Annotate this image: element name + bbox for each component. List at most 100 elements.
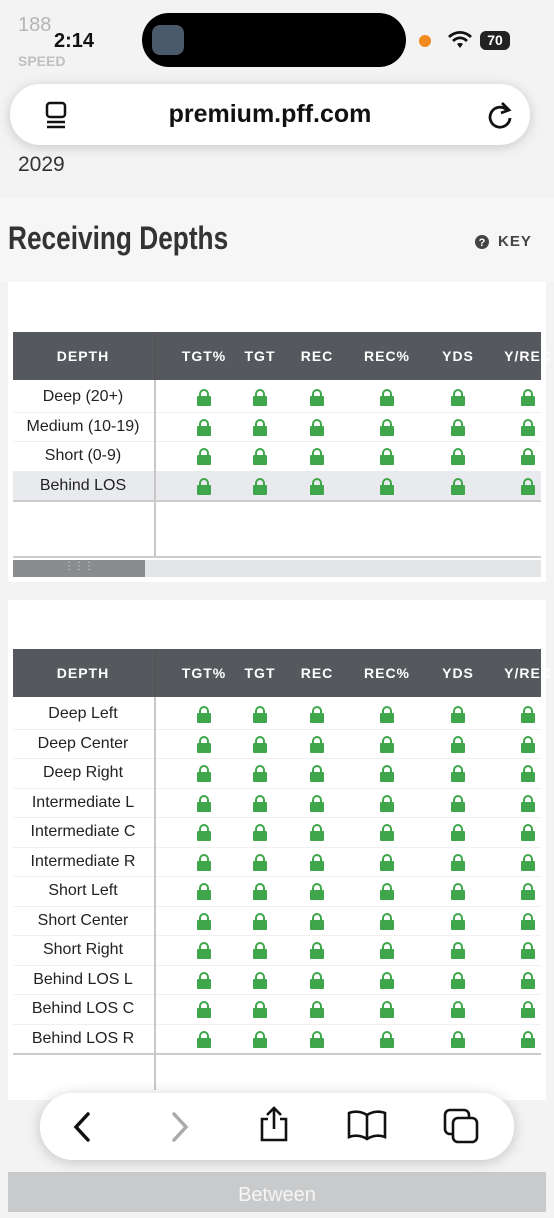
locked-cell[interactable] xyxy=(379,735,395,758)
lock-icon[interactable] xyxy=(379,971,395,989)
address-bar[interactable]: premium.pff.com xyxy=(10,84,530,145)
locked-cell[interactable] xyxy=(196,1001,212,1023)
lock-icon[interactable] xyxy=(252,794,268,812)
lock-icon[interactable] xyxy=(309,824,325,841)
lock-icon[interactable] xyxy=(379,912,395,930)
lock-icon[interactable] xyxy=(450,794,466,812)
lock-icon[interactable] xyxy=(520,971,536,989)
locked-cell[interactable] xyxy=(309,942,325,964)
lock-icon[interactable] xyxy=(379,765,395,782)
locked-cell[interactable] xyxy=(450,942,466,964)
locked-cell[interactable] xyxy=(520,824,536,846)
locked-cell[interactable] xyxy=(309,912,325,935)
locked-cell[interactable] xyxy=(252,706,268,728)
locked-cell[interactable] xyxy=(379,912,395,935)
lock-icon[interactable] xyxy=(379,477,395,495)
locked-cell[interactable] xyxy=(379,477,395,500)
lock-icon[interactable] xyxy=(450,883,466,900)
locked-cell[interactable] xyxy=(309,477,325,500)
locked-cell[interactable] xyxy=(196,1030,212,1053)
locked-cell[interactable] xyxy=(520,794,536,817)
lock-icon[interactable] xyxy=(196,477,212,495)
lock-icon[interactable] xyxy=(450,853,466,871)
locked-cell[interactable] xyxy=(196,418,212,441)
lock-icon[interactable] xyxy=(379,735,395,753)
locked-cell[interactable] xyxy=(309,735,325,758)
lock-icon[interactable] xyxy=(309,389,325,406)
locked-cell[interactable] xyxy=(450,853,466,876)
locked-cell[interactable] xyxy=(252,477,268,500)
lock-icon[interactable] xyxy=(450,971,466,989)
lock-icon[interactable] xyxy=(309,883,325,900)
key-icon[interactable]: ? xyxy=(474,234,490,250)
back-button[interactable] xyxy=(68,1111,98,1143)
lock-icon[interactable] xyxy=(196,448,212,465)
locked-cell[interactable] xyxy=(196,942,212,964)
lock-icon[interactable] xyxy=(196,794,212,812)
locked-cell[interactable] xyxy=(196,735,212,758)
footer-button[interactable]: Between xyxy=(8,1172,546,1212)
locked-cell[interactable] xyxy=(252,912,268,935)
lock-icon[interactable] xyxy=(196,883,212,900)
locked-cell[interactable] xyxy=(252,735,268,758)
locked-cell[interactable] xyxy=(196,971,212,994)
lock-icon[interactable] xyxy=(196,853,212,871)
lock-icon[interactable] xyxy=(196,912,212,930)
lock-icon[interactable] xyxy=(379,853,395,871)
lock-icon[interactable] xyxy=(252,971,268,989)
locked-cell[interactable] xyxy=(450,824,466,846)
locked-cell[interactable] xyxy=(520,706,536,728)
locked-cell[interactable] xyxy=(379,418,395,441)
locked-cell[interactable] xyxy=(450,389,466,411)
locked-cell[interactable] xyxy=(450,794,466,817)
lock-icon[interactable] xyxy=(450,824,466,841)
lock-icon[interactable] xyxy=(379,418,395,436)
locked-cell[interactable] xyxy=(450,883,466,905)
lock-icon[interactable] xyxy=(309,735,325,753)
lock-icon[interactable] xyxy=(252,765,268,782)
locked-cell[interactable] xyxy=(309,765,325,787)
lock-icon[interactable] xyxy=(309,706,325,723)
lock-icon[interactable] xyxy=(309,765,325,782)
locked-cell[interactable] xyxy=(379,942,395,964)
locked-cell[interactable] xyxy=(309,853,325,876)
locked-cell[interactable] xyxy=(309,1030,325,1053)
locked-cell[interactable] xyxy=(379,389,395,411)
locked-cell[interactable] xyxy=(252,1030,268,1053)
lock-icon[interactable] xyxy=(252,1001,268,1018)
lock-icon[interactable] xyxy=(450,477,466,495)
locked-cell[interactable] xyxy=(379,1030,395,1053)
lock-icon[interactable] xyxy=(379,794,395,812)
locked-cell[interactable] xyxy=(450,448,466,470)
locked-cell[interactable] xyxy=(520,942,536,964)
lock-icon[interactable] xyxy=(196,389,212,406)
lock-icon[interactable] xyxy=(196,1030,212,1048)
lock-icon[interactable] xyxy=(252,853,268,871)
lock-icon[interactable] xyxy=(520,735,536,753)
locked-cell[interactable] xyxy=(379,794,395,817)
lock-icon[interactable] xyxy=(450,1030,466,1048)
locked-cell[interactable] xyxy=(309,883,325,905)
locked-cell[interactable] xyxy=(196,853,212,876)
lock-icon[interactable] xyxy=(379,942,395,959)
locked-cell[interactable] xyxy=(196,389,212,411)
locked-cell[interactable] xyxy=(309,794,325,817)
key-label[interactable]: KEY xyxy=(498,233,532,250)
locked-cell[interactable] xyxy=(252,1001,268,1023)
locked-cell[interactable] xyxy=(252,389,268,411)
forward-button[interactable] xyxy=(164,1111,194,1143)
lock-icon[interactable] xyxy=(252,477,268,495)
lock-icon[interactable] xyxy=(379,448,395,465)
lock-icon[interactable] xyxy=(520,853,536,871)
lock-icon[interactable] xyxy=(450,418,466,436)
lock-icon[interactable] xyxy=(450,765,466,782)
lock-icon[interactable] xyxy=(309,942,325,959)
lock-icon[interactable] xyxy=(196,971,212,989)
lock-icon[interactable] xyxy=(252,942,268,959)
locked-cell[interactable] xyxy=(309,389,325,411)
locked-cell[interactable] xyxy=(252,883,268,905)
lock-icon[interactable] xyxy=(520,942,536,959)
locked-cell[interactable] xyxy=(252,942,268,964)
locked-cell[interactable] xyxy=(252,971,268,994)
locked-cell[interactable] xyxy=(309,418,325,441)
